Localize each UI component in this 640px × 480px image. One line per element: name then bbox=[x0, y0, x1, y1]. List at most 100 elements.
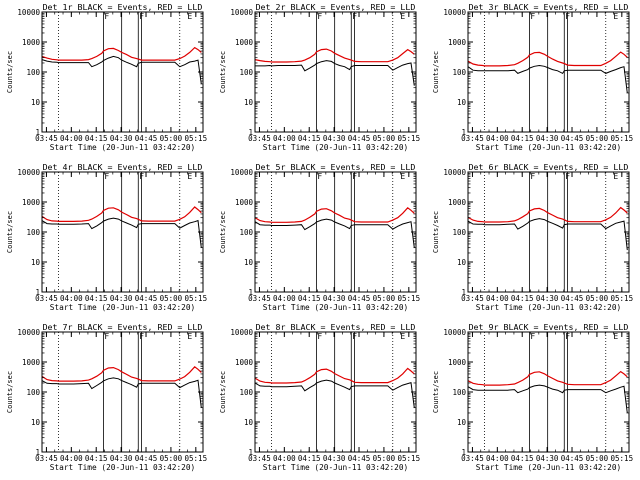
x-tick-label: 04:00 bbox=[486, 294, 509, 303]
y-tick-label: 1 bbox=[35, 448, 40, 457]
panel-title: Det 7r BLACK = Events, RED = LLD bbox=[43, 322, 203, 332]
panel-title: Det 6r BLACK = Events, RED = LLD bbox=[469, 162, 629, 172]
x-tick-label: 05:00 bbox=[160, 294, 183, 303]
y-axis-label: Counts/sec bbox=[6, 371, 14, 413]
lld-series-line bbox=[467, 206, 628, 223]
x-tick-label: 05:15 bbox=[398, 134, 421, 143]
plot-frame bbox=[41, 11, 204, 133]
y-tick-label: 100 bbox=[239, 388, 253, 397]
panel-title: Det 9r BLACK = Events, RED = LLD bbox=[469, 322, 629, 332]
x-tick-label: 04:30 bbox=[536, 454, 559, 463]
detector-panel: Det 9r BLACK = Events, RED = LLD F F E 1 10 10… bbox=[426, 320, 639, 480]
y-tick-label: 10 bbox=[244, 418, 254, 427]
y-axis-label: Counts/sec bbox=[219, 51, 227, 93]
lld-series-line bbox=[41, 365, 202, 382]
x-tick-label: 05:15 bbox=[185, 294, 208, 303]
plot-frame bbox=[467, 171, 630, 293]
plot-frame bbox=[254, 171, 417, 293]
x-tick-label: 04:30 bbox=[323, 134, 346, 143]
events-series-line bbox=[254, 379, 415, 408]
y-tick-label: 10000 bbox=[443, 168, 466, 177]
x-tick-label: 04:15 bbox=[298, 454, 321, 463]
x-tick-label: 03:45 bbox=[35, 134, 58, 143]
detector-panel: Det 6r BLACK = Events, RED = LLD F F E 1 10 10… bbox=[426, 160, 639, 320]
y-tick-label: 1000 bbox=[448, 358, 467, 367]
x-axis-label: Start Time (20-Jun-11 03:42:20) bbox=[50, 303, 196, 312]
x-tick-label: 04:30 bbox=[110, 294, 133, 303]
y-tick-label: 100 bbox=[452, 228, 466, 237]
y-tick-label: 1 bbox=[461, 288, 466, 297]
y-tick-label: 10000 bbox=[17, 168, 40, 177]
flag-marker: E bbox=[400, 12, 405, 21]
flag-marker: F bbox=[317, 12, 322, 21]
y-tick-label: 1 bbox=[461, 128, 466, 137]
y-tick-label: 1 bbox=[248, 128, 253, 137]
y-tick-label: 1 bbox=[35, 128, 40, 137]
events-series-line bbox=[467, 64, 628, 94]
x-tick-label: 05:15 bbox=[398, 294, 421, 303]
x-tick-label: 05:15 bbox=[611, 454, 634, 463]
x-tick-label: 04:15 bbox=[298, 134, 321, 143]
x-tick-label: 05:00 bbox=[586, 454, 609, 463]
flag-marker: E bbox=[187, 172, 192, 181]
y-tick-label: 10 bbox=[31, 258, 41, 267]
y-tick-label: 1000 bbox=[448, 38, 467, 47]
y-tick-label: 100 bbox=[452, 68, 466, 77]
y-tick-label: 1 bbox=[461, 448, 466, 457]
x-tick-label: 04:30 bbox=[536, 294, 559, 303]
flag-marker: F bbox=[530, 332, 535, 341]
y-tick-label: 10 bbox=[31, 418, 41, 427]
flag-marker: F bbox=[139, 332, 144, 341]
x-tick-label: 05:15 bbox=[185, 454, 208, 463]
y-tick-label: 10 bbox=[244, 258, 254, 267]
x-tick-label: 05:00 bbox=[373, 134, 396, 143]
flag-marker: F bbox=[317, 332, 322, 341]
y-tick-label: 10000 bbox=[17, 328, 40, 337]
y-tick-label: 100 bbox=[452, 388, 466, 397]
x-axis-label: Start Time (20-Jun-11 03:42:20) bbox=[50, 143, 196, 152]
x-tick-label: 05:00 bbox=[586, 134, 609, 143]
x-tick-label: 04:00 bbox=[273, 294, 296, 303]
x-axis-label: Start Time (20-Jun-11 03:42:20) bbox=[50, 463, 196, 472]
flag-marker: F bbox=[104, 12, 109, 21]
y-axis-label: Counts/sec bbox=[219, 371, 227, 413]
x-tick-label: 03:45 bbox=[35, 294, 58, 303]
y-tick-label: 1000 bbox=[448, 198, 467, 207]
y-tick-label: 100 bbox=[239, 68, 253, 77]
plot-frame bbox=[254, 11, 417, 133]
x-tick-label: 03:45 bbox=[248, 294, 271, 303]
y-tick-label: 10000 bbox=[230, 8, 253, 17]
flag-marker: E bbox=[613, 12, 618, 21]
plot-frame bbox=[467, 11, 630, 133]
x-tick-label: 04:00 bbox=[60, 134, 83, 143]
x-tick-label: 04:45 bbox=[561, 454, 584, 463]
x-tick-label: 04:15 bbox=[511, 134, 534, 143]
x-tick-label: 04:00 bbox=[60, 454, 83, 463]
y-tick-label: 10 bbox=[244, 98, 254, 107]
flag-marker: F bbox=[565, 12, 570, 21]
y-tick-label: 100 bbox=[26, 228, 40, 237]
detector-panel: Det 5r BLACK = Events, RED = LLD F F E 1 10 10… bbox=[213, 160, 426, 320]
x-axis-label: Start Time (20-Jun-11 03:42:20) bbox=[263, 143, 409, 152]
y-tick-label: 10 bbox=[457, 98, 467, 107]
lld-series-line bbox=[467, 51, 628, 67]
x-tick-label: 04:00 bbox=[273, 134, 296, 143]
x-tick-label: 04:00 bbox=[486, 454, 509, 463]
plot-frame bbox=[254, 331, 417, 453]
x-tick-label: 05:15 bbox=[611, 294, 634, 303]
y-axis-label: Counts/sec bbox=[6, 211, 14, 253]
panel-title: Det 4r BLACK = Events, RED = LLD bbox=[43, 162, 203, 172]
x-tick-label: 04:30 bbox=[110, 454, 133, 463]
x-tick-label: 03:45 bbox=[461, 454, 484, 463]
x-tick-label: 05:00 bbox=[160, 134, 183, 143]
y-tick-label: 1000 bbox=[22, 198, 41, 207]
x-tick-label: 03:45 bbox=[35, 454, 58, 463]
panel-title: Det 8r BLACK = Events, RED = LLD bbox=[256, 322, 416, 332]
y-tick-label: 10000 bbox=[230, 168, 253, 177]
